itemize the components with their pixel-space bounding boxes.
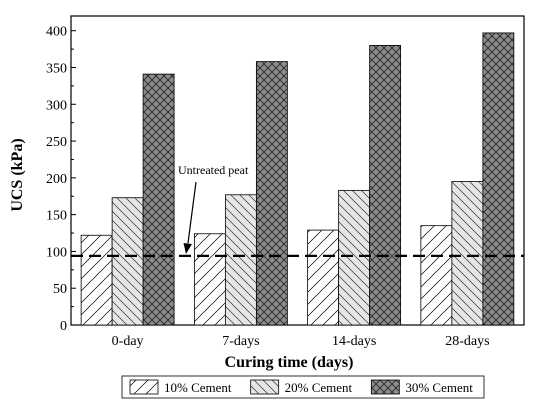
bar — [111, 197, 144, 326]
x-tick-label: 14-days — [332, 334, 376, 349]
x-axis-title: Curing time (days) — [225, 354, 354, 371]
y-tick-label: 150 — [46, 209, 67, 224]
legend-swatch — [250, 379, 280, 395]
y-tick-label: 300 — [46, 98, 67, 113]
y-tick-label: 100 — [46, 245, 67, 260]
x-tick-label: 7-days — [222, 334, 259, 349]
annotation-arrow-head — [183, 243, 192, 254]
legend-swatch — [129, 379, 159, 395]
x-tick-label: 0-day — [112, 334, 144, 349]
bar — [420, 225, 453, 326]
bar — [224, 194, 257, 326]
bar — [338, 189, 371, 326]
x-tick-label: 28-days — [445, 334, 489, 349]
y-tick-label: 200 — [46, 172, 67, 187]
legend-label: 10% Cement — [164, 380, 232, 395]
annotation-arrow-line — [187, 181, 197, 244]
legend-swatch — [370, 379, 400, 395]
y-tick-label: 250 — [46, 135, 67, 150]
plot-frame — [70, 15, 525, 326]
y-tick-label: 0 — [60, 319, 67, 334]
legend-label: 30% Cement — [405, 380, 473, 395]
y-tick-label: 400 — [46, 25, 67, 40]
bar — [142, 73, 175, 326]
y-tick-label: 50 — [53, 282, 67, 297]
y-tick-label: 350 — [46, 62, 67, 77]
bar — [369, 45, 402, 326]
untreated-peat-label: Untreated peat — [178, 163, 249, 177]
bar — [193, 233, 226, 326]
bar — [451, 181, 484, 326]
legend: 10% Cement 20% Cement 30% Cement — [121, 375, 485, 399]
bar — [307, 229, 340, 326]
bar — [255, 61, 288, 326]
legend-label: 20% Cement — [285, 380, 353, 395]
y-axis-title: UCS (kPa) — [9, 138, 26, 211]
bar — [482, 32, 515, 326]
bar — [80, 234, 113, 326]
